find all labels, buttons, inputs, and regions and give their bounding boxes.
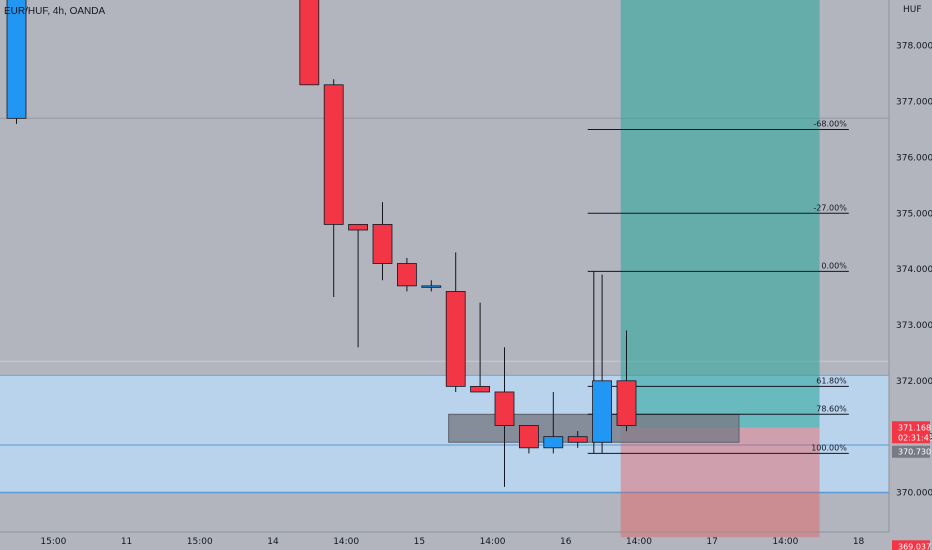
- candle-22[interactable]: [543, 436, 564, 449]
- candle-16[interactable]: [396, 263, 417, 287]
- position-target-zone[interactable]: [620, 0, 820, 428]
- candle-20[interactable]: [494, 391, 515, 426]
- candle-24[interactable]: [592, 380, 612, 443]
- candle-18[interactable]: [445, 291, 466, 387]
- x-tick-5: 15: [414, 537, 425, 547]
- level-badge-1[interactable]: [892, 540, 930, 550]
- fib-label-1: -27.00%: [813, 203, 847, 212]
- fib-label-0: -68.00%: [813, 119, 847, 128]
- x-tick-1: 11: [121, 537, 132, 547]
- x-tick-3: 14: [267, 537, 279, 547]
- x-tick-6: 14:00: [480, 537, 506, 547]
- candle-0[interactable]: [6, 0, 27, 119]
- x-tick-7: 16: [560, 537, 572, 547]
- y-tick-3: 373.000: [896, 321, 932, 331]
- current-price-badge[interactable]: [892, 421, 930, 444]
- current-price-countdown: 02:31:43: [898, 433, 932, 442]
- candle-12[interactable]: [299, 0, 320, 86]
- fib-label-5: 100.00%: [811, 443, 847, 452]
- y-tick-2: 372.000: [896, 377, 932, 387]
- candle-17[interactable]: [421, 285, 442, 288]
- candle-19[interactable]: [470, 385, 491, 393]
- candle-13[interactable]: [323, 84, 344, 225]
- position-stop-zone[interactable]: [620, 427, 820, 538]
- x-tick-10: 14:00: [772, 537, 798, 547]
- symbol-title[interactable]: EUR/HUF, 4h, OANDA: [4, 6, 105, 17]
- candle-25[interactable]: [616, 380, 637, 426]
- x-tick-8: 14:00: [626, 537, 652, 547]
- candle-14[interactable]: [348, 224, 369, 231]
- y-tick-8: 378.000: [896, 42, 932, 52]
- x-tick-9: 17: [706, 537, 717, 547]
- x-tick-0: 15:00: [40, 537, 66, 547]
- candle-21[interactable]: [519, 425, 539, 449]
- currency-label[interactable]: HUF: [903, 5, 922, 15]
- y-tick-5: 375.000: [896, 209, 932, 219]
- y-tick-0: 370.000: [896, 489, 932, 499]
- x-tick-2: 15:00: [187, 537, 213, 547]
- current-price-value: 371.168: [898, 423, 931, 432]
- level-badge-value-0: 370.730: [898, 448, 931, 457]
- y-tick-4: 374.000: [896, 265, 932, 275]
- y-tick-6: 376.000: [896, 153, 932, 163]
- fib-label-4: 78.60%: [816, 404, 847, 413]
- candle-23[interactable]: [567, 436, 588, 443]
- x-tick-4: 14:00: [333, 537, 359, 547]
- fib-label-2: 0.00%: [821, 261, 847, 270]
- y-tick-7: 377.000: [896, 98, 932, 108]
- x-tick-11: 18: [853, 537, 865, 547]
- candle-15[interactable]: [372, 224, 393, 264]
- fib-label-3: 61.80%: [816, 376, 847, 385]
- level-badge-0[interactable]: [892, 445, 930, 458]
- level-badge-value-1: 369.037: [898, 542, 931, 550]
